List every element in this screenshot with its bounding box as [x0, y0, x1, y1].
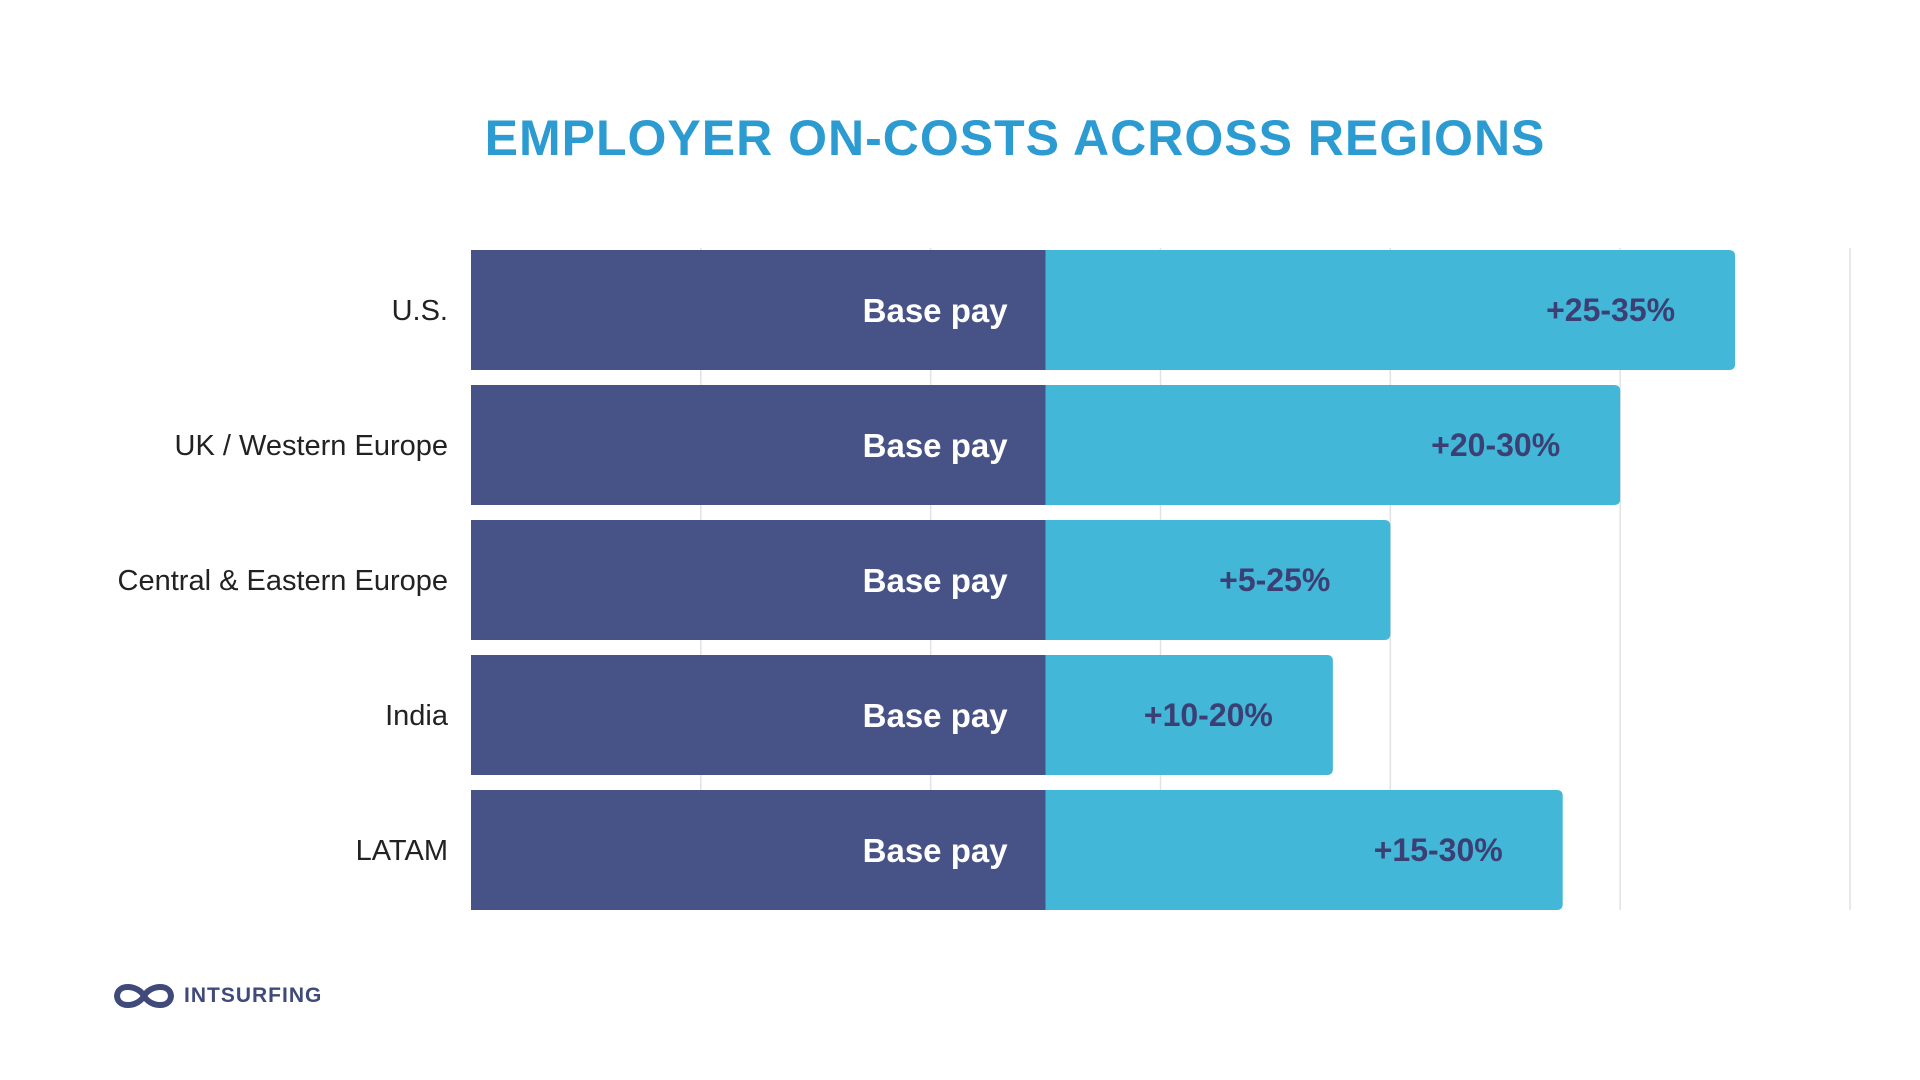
oncost-bar-2: [1045, 520, 1391, 640]
infinity-loop-icon: [113, 984, 175, 1008]
base-pay-bar-0: [471, 250, 1046, 370]
base-pay-label-3: Base pay: [863, 697, 1009, 734]
oncost-label-2: +5-25%: [1219, 562, 1330, 598]
oncost-label-3: +10-20%: [1144, 697, 1273, 733]
base-pay-bar-2: [471, 520, 1046, 640]
region-label-4: LATAM: [356, 835, 448, 867]
region-label-3: India: [385, 700, 449, 732]
region-label-1: UK / Western Europe: [175, 430, 448, 462]
base-pay-label-1: Base pay: [863, 427, 1009, 464]
category-labels: Base pay +25-35% U.S. Base pay +20-30% UK / W…: [118, 292, 1676, 869]
base-pay-label-0: Base pay: [863, 292, 1009, 329]
chart-title: EMPLOYER ON-COSTS ACROSS REGIONS: [484, 110, 1546, 166]
brand-name: INTSURFING: [184, 984, 323, 1007]
base-pay-label-4: Base pay: [863, 832, 1009, 869]
base-pay-label-2: Base pay: [863, 562, 1009, 599]
region-label-2: Central & Eastern Europe: [118, 565, 448, 597]
base-pay-bar-4: [471, 790, 1046, 910]
oncost-bar-1: [1045, 385, 1621, 505]
region-label-0: U.S.: [392, 295, 448, 327]
oncost-bar-4: [1045, 790, 1563, 910]
bars: [471, 250, 1736, 910]
base-pay-bar-3: [471, 655, 1046, 775]
oncost-label-1: +20-30%: [1431, 427, 1560, 463]
oncost-bar-0: [1045, 250, 1736, 370]
brand-logo: INTSURFING: [112, 978, 322, 1014]
oncost-bar-3: [1045, 655, 1333, 775]
oncost-label-0: +25-35%: [1546, 292, 1675, 328]
oncost-label-4: +15-30%: [1374, 832, 1503, 868]
base-pay-bar-1: [471, 385, 1046, 505]
